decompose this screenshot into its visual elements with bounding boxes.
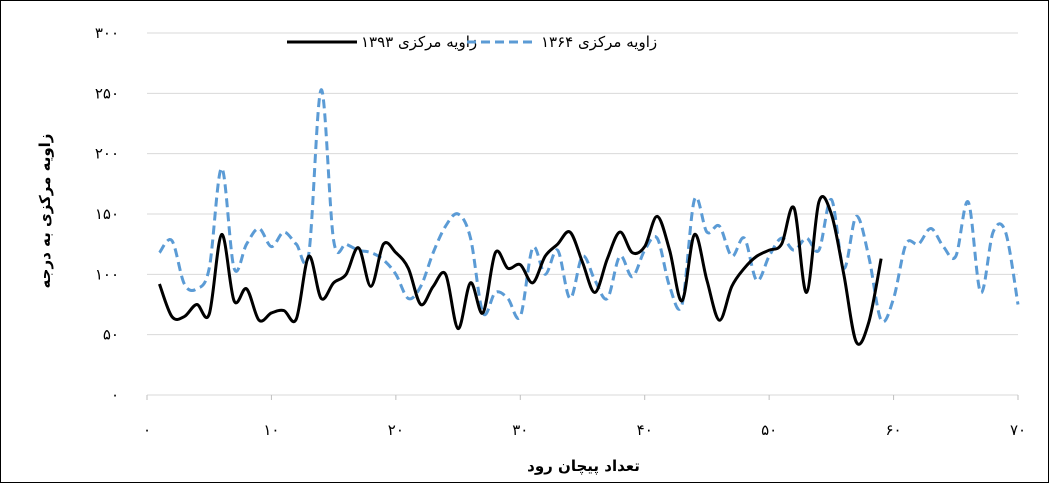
y-tick-label: ۵۰: [103, 326, 119, 344]
series-line-1393: [158, 195, 883, 346]
legend: زاویه مرکزی ۱۳۹۳ زاویه مرکزی ۱۳۶۴: [287, 33, 657, 51]
x-tick-label: ۴۰: [637, 421, 653, 439]
legend-label-series-1364: زاویه مرکزی ۱۳۶۴: [541, 33, 657, 51]
y-tick-label: ۲۵۰: [95, 84, 119, 102]
x-tick-label: ۲۰: [388, 421, 404, 439]
y-tick-label: ۱۰۰: [95, 265, 119, 283]
x-axis-title: تعداد پیچان رود: [527, 457, 640, 476]
x-tick-label: ۱۰: [263, 421, 279, 439]
x-tick-label: ۰: [143, 421, 151, 439]
x-tick-label: ۷۰: [1010, 421, 1026, 439]
y-tick-label: ۳۰۰: [95, 24, 119, 42]
x-tick-label: ۵۰: [761, 421, 777, 439]
y-tick-label: ۰: [111, 386, 119, 404]
gridlines: [147, 32, 1018, 336]
axes: ۰ ۵۰ ۱۰۰ ۱۵۰ ۲۰۰ ۲۵۰ ۳۰۰ ۰ ۱۰ ۲۰ ۳۰ ۴۰ ۵۰ ۶۰ ۷۰: [95, 24, 1026, 439]
x-tick-label: ۶۰: [886, 421, 902, 439]
x-tick-label: ۳۰: [512, 421, 528, 439]
y-tick-label: ۲۰۰: [95, 145, 119, 163]
y-axis-title: زاویه مرکزی به درجه: [36, 134, 54, 289]
series-lines: [158, 88, 1020, 346]
y-tick-label: ۱۵۰: [95, 205, 119, 223]
legend-label-series-1393: زاویه مرکزی ۱۳۹۳: [361, 33, 477, 51]
